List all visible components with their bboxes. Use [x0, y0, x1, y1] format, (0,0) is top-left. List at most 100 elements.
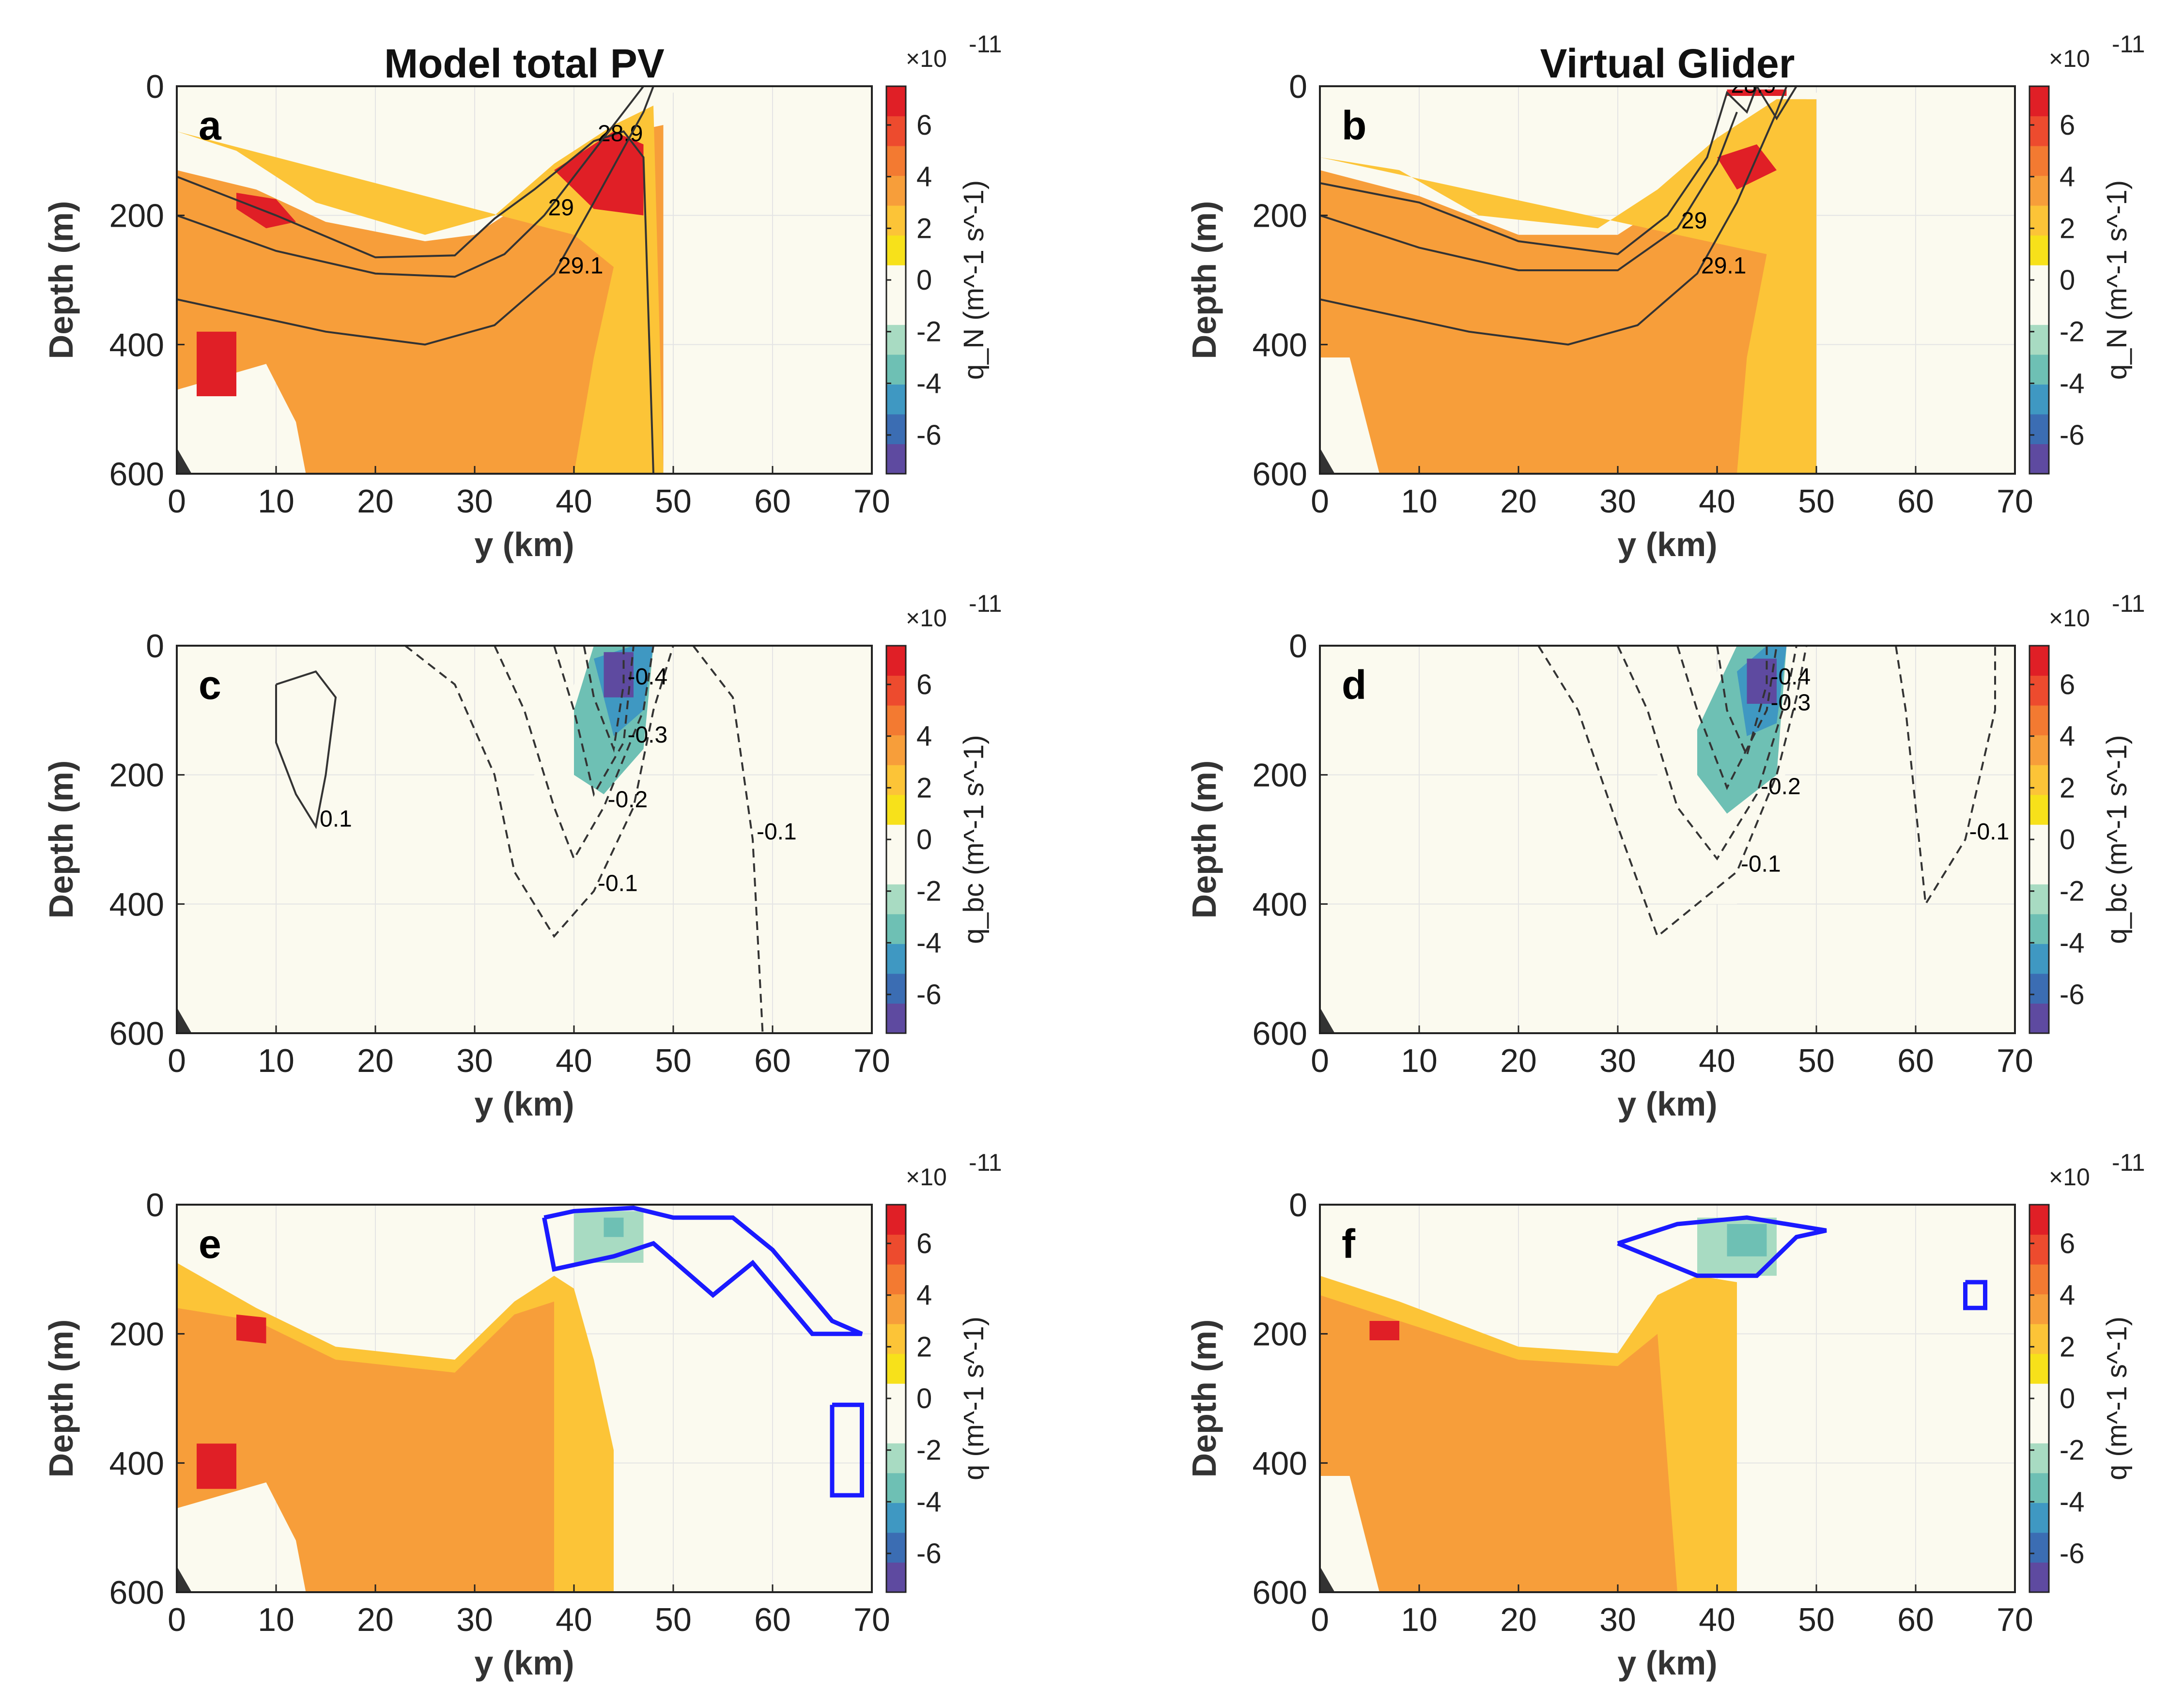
- y-tick-label: 400: [1253, 886, 1307, 923]
- colorbar-segment: [886, 1562, 906, 1593]
- colorbar-segment: [886, 1443, 906, 1473]
- contour-line: [1320, 86, 1788, 346]
- panel-letter: d: [1342, 662, 1366, 708]
- colorbar-tick-label: 2: [2060, 213, 2075, 244]
- colorbar-tick-label: 4: [916, 1280, 932, 1311]
- colorbar-segment: [2029, 1353, 2049, 1384]
- contour-line: [1963, 1280, 1987, 1310]
- contour-line: [553, 646, 635, 797]
- contour-label: 29.1: [558, 253, 603, 279]
- pv-region: [197, 1443, 236, 1489]
- colorbar-segment: [2029, 414, 2049, 444]
- x-tick-label: 10: [258, 1601, 294, 1638]
- colorbar-segment: [886, 1473, 906, 1503]
- x-tick-label: 50: [655, 1601, 692, 1638]
- panel-c: 0.1-0.1-0.1-0.2-0.3-0.40 10 20 30 40 50 60 7002…: [42, 590, 1002, 1123]
- y-tick-label: 200: [1253, 198, 1307, 234]
- pv-region: [1727, 1224, 1767, 1256]
- contour-label: -0.1: [1969, 819, 2010, 845]
- colorbar-segment: [2029, 86, 2049, 117]
- x-tick-label: 0: [168, 1601, 186, 1638]
- y-tick-label: 200: [1253, 1316, 1307, 1353]
- plot-area: [177, 1205, 872, 1592]
- colorbar-segment: [886, 854, 906, 884]
- colorbar-segment: [2029, 1003, 2049, 1034]
- contour-label: -0.4: [628, 664, 668, 690]
- colorbar-tick-label: 2: [916, 1331, 932, 1363]
- x-tick-label: 0: [1311, 1601, 1329, 1638]
- contour-line: [1617, 646, 1797, 861]
- colorbar-segment: [886, 914, 906, 944]
- panel-letter: c: [199, 662, 221, 708]
- colorbar-tick-label: -2: [916, 876, 942, 907]
- colorbar-segment: [2029, 295, 2049, 325]
- y-tick-label: 200: [1253, 757, 1307, 794]
- plot-area: 0.1 -0.1 -0.1 -0.2 -0.3 -0.4: [177, 646, 872, 1033]
- pv-region: [1320, 99, 1816, 474]
- colorbar-segment: [886, 354, 906, 385]
- colorbar-tick-label: -2: [916, 1435, 942, 1466]
- colorbar-tick-label: -6: [916, 979, 942, 1010]
- axes-box: [176, 645, 873, 1034]
- contour-label: 28.9: [1731, 72, 1776, 98]
- contour-line: [692, 646, 764, 1033]
- x-axis-label: y (km): [1617, 1085, 1717, 1123]
- contour-label: -0.3: [628, 722, 668, 748]
- plot-area: -0.1 -0.1 -0.2 -0.3-0.4: [1320, 646, 2015, 1033]
- panel-title: Model total PV: [384, 41, 665, 86]
- axes-box: [176, 1204, 873, 1593]
- colorbar-exponent: ×10: [906, 45, 947, 72]
- colorbar-exponent: ×10: [2049, 1163, 2090, 1191]
- x-tick-label: 50: [655, 1042, 692, 1079]
- colorbar-segment: [2029, 854, 2049, 884]
- x-tick-label: 30: [1599, 1042, 1636, 1079]
- contour-label: 29.1: [1701, 253, 1746, 279]
- pv-region: [236, 1314, 266, 1344]
- y-tick-label: 600: [109, 1574, 164, 1611]
- x-tick-label: 50: [655, 483, 692, 520]
- colorbar-tick-label: 6: [2060, 669, 2075, 700]
- pv-region: [177, 106, 664, 474]
- pv-region: [604, 652, 634, 698]
- x-tick-label: 10: [258, 483, 294, 520]
- x-tick-label: 0: [1311, 483, 1329, 520]
- x-tick-label: 70: [1997, 1042, 2033, 1079]
- x-tick-label: 10: [1401, 483, 1438, 520]
- colorbar-segment: [2029, 914, 2049, 944]
- y-axis-label: Depth (m): [1185, 1319, 1223, 1478]
- contour-line: [177, 86, 654, 346]
- colorbar-label: q_N (m^-1 s^-1): [2101, 180, 2133, 380]
- x-tick-label: 20: [357, 483, 394, 520]
- colorbar-segment: [2029, 1443, 2049, 1473]
- y-tick-label: 400: [109, 326, 164, 363]
- colorbar-segment: [886, 86, 906, 117]
- contour-label: -0.1: [757, 819, 797, 845]
- y-tick-label: 200: [109, 757, 164, 794]
- colorbar-exponent-power: -11: [2112, 590, 2145, 617]
- contour-line: [177, 130, 654, 474]
- pv-region: [604, 1217, 624, 1237]
- colorbar-tick-label: -2: [2060, 876, 2085, 907]
- x-tick-label: 50: [1798, 1042, 1835, 1079]
- colorbar-exponent: ×10: [2049, 45, 2090, 72]
- x-axis-label: y (km): [474, 526, 574, 563]
- colorbar-label: q (m^-1 s^-1): [958, 1317, 990, 1480]
- colorbar-tick-label: -6: [2060, 419, 2085, 451]
- colorbar-segment: [886, 1532, 906, 1563]
- colorbar-tick-label: -4: [916, 368, 942, 399]
- colorbar-segment: [2029, 116, 2049, 146]
- colorbar-tick-label: 4: [2060, 1280, 2075, 1311]
- bathymetry: [1320, 1566, 1335, 1592]
- colorbar-segment: [886, 1003, 906, 1034]
- contour-label: -0.2: [1761, 774, 1801, 800]
- x-tick-label: 70: [853, 483, 890, 520]
- contour-line: [275, 670, 337, 829]
- x-tick-label: 70: [1997, 483, 2033, 520]
- colorbar-segment: [2029, 735, 2049, 765]
- contour-label: -0.3: [1771, 690, 1811, 715]
- y-tick-label: 0: [1289, 1187, 1307, 1224]
- contour-line: [404, 646, 674, 938]
- colorbar-segment: [2029, 384, 2049, 415]
- x-tick-label: 20: [1500, 483, 1537, 520]
- colorbar-tick-label: 0: [2060, 264, 2075, 296]
